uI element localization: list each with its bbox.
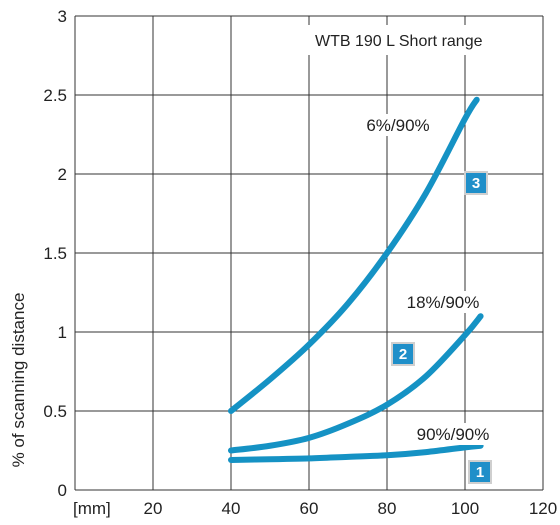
x-tick-label: 120 bbox=[529, 499, 557, 518]
x-tick-label: 40 bbox=[222, 499, 241, 518]
x-tick-label: 20 bbox=[144, 499, 163, 518]
series-line-3 bbox=[228, 96, 480, 414]
x-tick-label: 100 bbox=[451, 499, 479, 518]
series-label-background bbox=[346, 114, 450, 136]
x-tick-label: 80 bbox=[378, 499, 397, 518]
series-labels: 90%/90% 1 18%/90% 2 6%/90% 3 bbox=[346, 114, 505, 484]
series-label-2: 18%/90% bbox=[407, 293, 480, 312]
chart-title: WTB 190 L Short range bbox=[315, 33, 483, 50]
series-line-1 bbox=[228, 442, 484, 463]
series-badge-1 bbox=[468, 460, 492, 484]
y-axis-ticks: 0 0.5 1 1.5 2 2.5 3 bbox=[43, 7, 67, 500]
x-axis-ticks: 20 40 60 80 100 120 bbox=[144, 499, 558, 518]
x-tick-label: 60 bbox=[300, 499, 319, 518]
x-axis-label: [mm] bbox=[73, 499, 111, 518]
series-badge-label: 1 bbox=[476, 464, 484, 481]
series-label-3: 6%/90% bbox=[366, 116, 429, 135]
y-tick-label: 0.5 bbox=[43, 402, 67, 421]
series-badge-label: 3 bbox=[472, 175, 480, 192]
y-tick-label: 1.5 bbox=[43, 244, 67, 263]
series-label-background bbox=[391, 291, 495, 313]
y-tick-label: 0 bbox=[58, 481, 67, 500]
grid bbox=[74, 15, 544, 491]
y-tick-label: 3 bbox=[58, 7, 67, 26]
series-label-background bbox=[401, 423, 505, 445]
series-line-2 bbox=[228, 313, 484, 454]
series-badge-2 bbox=[391, 342, 415, 366]
y-axis-label: % of scanning distance bbox=[9, 293, 28, 468]
title-background bbox=[300, 25, 530, 55]
series-badge-label: 2 bbox=[399, 346, 407, 363]
series-badge-3 bbox=[464, 171, 488, 195]
y-tick-label: 2.5 bbox=[43, 86, 67, 105]
series-lines bbox=[228, 96, 484, 463]
y-tick-label: 2 bbox=[58, 165, 67, 184]
y-tick-label: 1 bbox=[58, 323, 67, 342]
series-label-1: 90%/90% bbox=[417, 425, 490, 444]
